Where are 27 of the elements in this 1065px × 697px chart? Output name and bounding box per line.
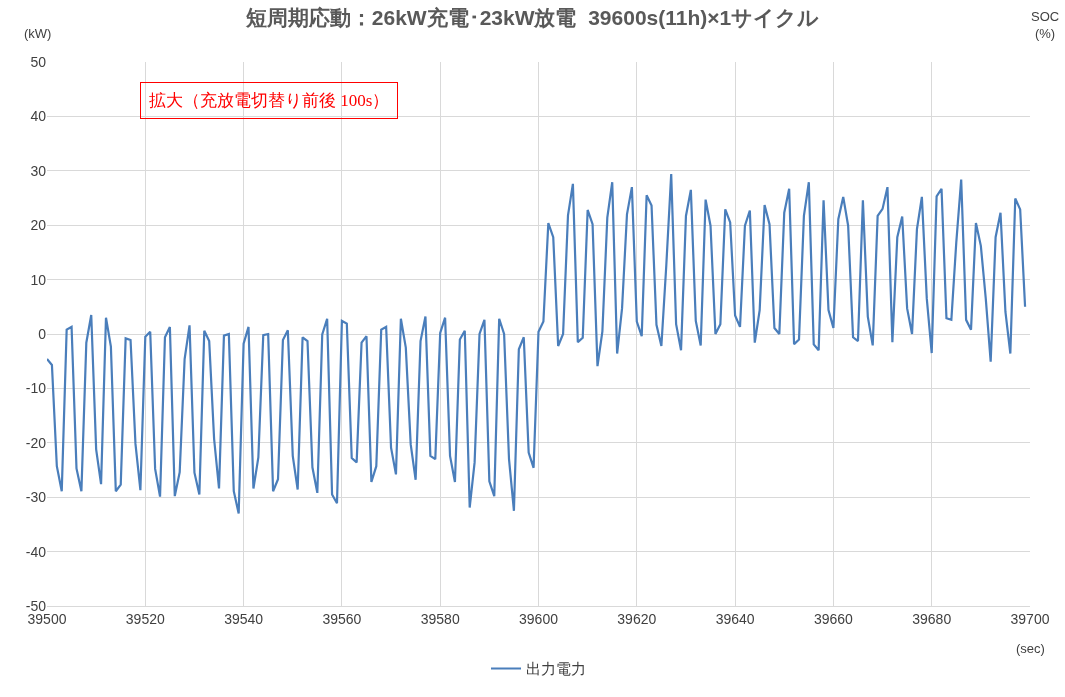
x-tick-label: 39640 bbox=[715, 610, 755, 627]
x-tick-label: 39660 bbox=[813, 610, 854, 627]
text: SOC (%) bbox=[1031, 9, 1060, 41]
x-tick-label: 39700 bbox=[1010, 610, 1050, 627]
y-tick-label: 0 bbox=[38, 325, 47, 342]
y-tick-label: -40 bbox=[25, 543, 47, 560]
x-tick-label: 39560 bbox=[322, 610, 362, 627]
y-tick-label: 50 bbox=[30, 53, 47, 70]
y-tick-label: 10 bbox=[30, 271, 47, 288]
x-tick-label: 39540 bbox=[224, 610, 264, 627]
y-tick-label: -20 bbox=[25, 434, 47, 451]
y-tick-label: -30 bbox=[25, 489, 47, 506]
y-tick-label: 30 bbox=[30, 162, 47, 179]
legend-label: 出力電力 bbox=[526, 660, 586, 678]
chart-title: 短周期応動：26kW充電･23kW放電 39600s(11h)×1サイクル bbox=[244, 6, 820, 30]
y-tick-label: -10 bbox=[25, 380, 47, 397]
x-tick-label: 39680 bbox=[912, 610, 952, 627]
annotation: 拡大（充放電切替り前後 100s） bbox=[149, 91, 390, 110]
y-axis-title: (kW) bbox=[24, 26, 52, 41]
line-series bbox=[47, 172, 1027, 515]
x-tick-label: 39580 bbox=[420, 610, 460, 627]
x-tick-label: 39620 bbox=[617, 610, 657, 627]
x-axis-title: (sec) bbox=[1016, 641, 1045, 656]
y-tick-label: 40 bbox=[30, 108, 47, 125]
x-tick-label: 39600 bbox=[519, 610, 559, 627]
y-tick-label: 20 bbox=[30, 217, 47, 234]
x-tick-label: 39520 bbox=[125, 610, 165, 627]
